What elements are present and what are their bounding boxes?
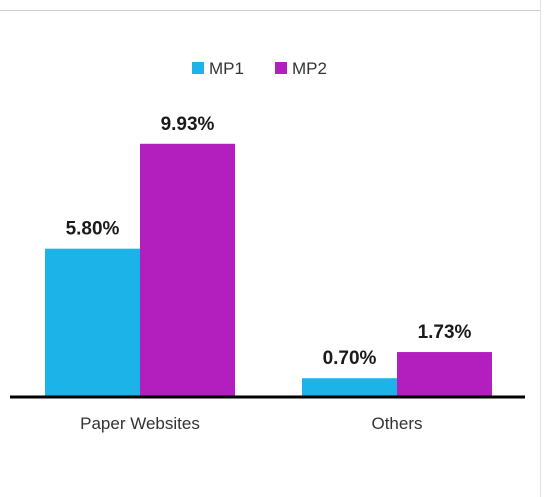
bar-mp1-paper-websites — [45, 248, 140, 396]
data-label-mp1-others: 0.70% — [323, 348, 377, 369]
x-axis-tick-labels: Paper Websites Others — [80, 414, 422, 433]
bar-mp2-paper-websites — [140, 143, 235, 396]
legend-swatch-mp2 — [275, 62, 287, 74]
data-label-mp2-others: 1.73% — [418, 322, 472, 343]
legend-swatch-mp1 — [192, 62, 204, 74]
bar-mp1-others — [302, 378, 397, 396]
x-tick-label-paper-websites: Paper Websites — [80, 414, 200, 433]
top-divider — [0, 10, 540, 11]
legend-label-mp2: MP2 — [292, 59, 327, 78]
data-label-mp2-paper-websites: 9.93% — [161, 114, 215, 135]
bar-mp2-others — [397, 352, 492, 396]
chart-bars — [45, 143, 492, 396]
legend-label-mp1: MP1 — [209, 59, 244, 78]
right-divider — [540, 0, 541, 497]
x-tick-label-others: Others — [371, 414, 422, 433]
data-label-mp1-paper-websites: 5.80% — [66, 219, 120, 240]
chart-legend: MP1 MP2 — [192, 59, 327, 78]
chart-value-labels: 5.80% 9.93% 0.70% 1.73% — [66, 114, 472, 369]
